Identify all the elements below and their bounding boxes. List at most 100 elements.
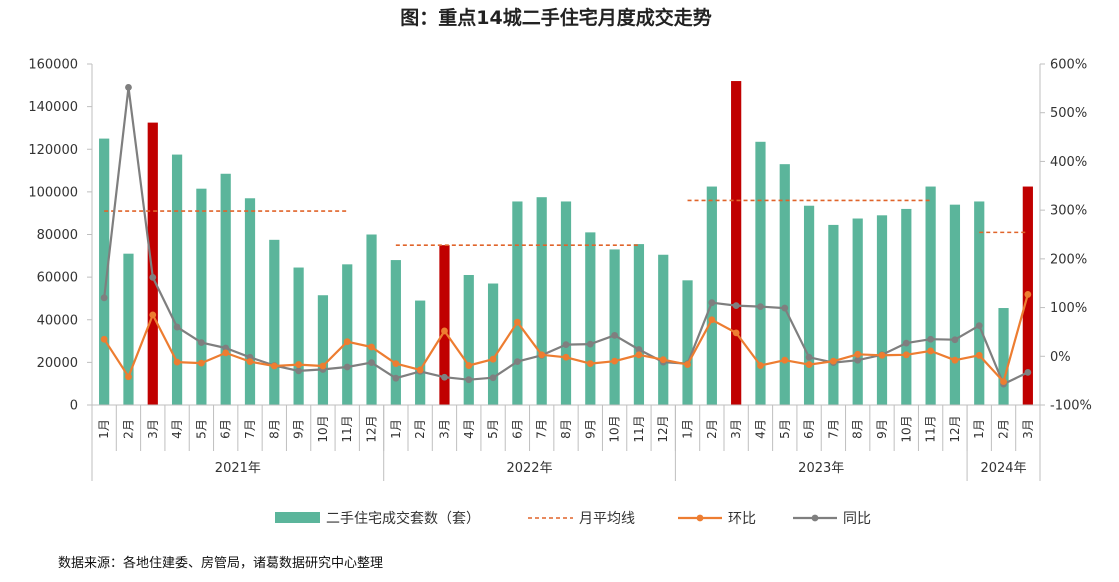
- x-tick-label-month: 2月: [413, 419, 427, 439]
- bar-18: [536, 197, 547, 405]
- mom-point-27: [757, 362, 764, 369]
- mom-point-19: [562, 353, 570, 361]
- yoy-point-15: [465, 376, 473, 384]
- x-tick-label-month: 5月: [486, 419, 500, 439]
- x-tick-label-month: 3月: [729, 419, 743, 439]
- legend-label-yoy: 同比: [843, 511, 871, 527]
- x-tick-label-month: 11月: [632, 415, 646, 442]
- bar-34: [925, 186, 936, 405]
- x-tick-label-year: 2024年: [980, 461, 1026, 476]
- bar-23: [658, 254, 669, 405]
- y-left-tick-label: 140000: [28, 100, 78, 115]
- x-tick-label-month: 10月: [316, 415, 330, 442]
- x-tick-label-month: 9月: [875, 419, 889, 439]
- bar-6: [244, 198, 256, 405]
- y-right-tick-label: 200%: [1050, 252, 1087, 267]
- x-tick-label-month: 2月: [122, 419, 136, 439]
- source-note: 数据来源：各地住建委、房管局，诸葛数据研究中心整理: [58, 555, 383, 571]
- legend-label-bar: 二手住宅成交套数（套）: [326, 510, 480, 527]
- bars-layer: [99, 81, 1033, 406]
- x-tick-label-month: 4月: [462, 419, 476, 439]
- mom-point-0: [100, 335, 108, 343]
- mom-point-36: [975, 351, 983, 359]
- bar-17: [512, 201, 523, 405]
- y-right-tick-label: 300%: [1050, 204, 1087, 219]
- mom-point-26: [732, 329, 740, 337]
- yoy-point-0: [100, 294, 108, 302]
- x-tick-label-month: 6月: [219, 419, 233, 439]
- bar-36: [974, 201, 985, 405]
- x-tick-label-month: 9月: [292, 419, 306, 439]
- mom-point-14: [441, 327, 448, 335]
- yoy-point-33: [902, 339, 910, 347]
- yoy-point-28: [781, 304, 789, 312]
- mom-point-20: [586, 360, 594, 367]
- x-tick-label-month: 5月: [194, 419, 208, 439]
- x-tick-label-year: 2023年: [798, 461, 844, 476]
- x-tick-label-month: 2月: [997, 419, 1011, 439]
- yoy-point-36: [975, 322, 983, 329]
- chart-title: 图：重点14城二手住宅月度成交走势: [400, 6, 711, 29]
- mom-point-35: [951, 356, 959, 364]
- y-left-tick-label: 120000: [28, 143, 78, 158]
- x-tick-label-month: 12月: [656, 415, 670, 442]
- mom-point-15: [465, 362, 473, 369]
- bar-37: [998, 308, 1009, 405]
- y-left-tick-label: 160000: [28, 58, 78, 73]
- bar-19: [560, 201, 572, 405]
- mom-point-6: [246, 358, 254, 366]
- mom-point-22: [635, 351, 643, 359]
- mom-point-11: [368, 343, 375, 351]
- bar-12: [390, 260, 401, 405]
- yoy-point-10: [343, 363, 351, 371]
- x-tick-label-month: 11月: [924, 415, 938, 442]
- x-tick-label-month: 6月: [510, 419, 524, 439]
- x-tick-label-month: 11月: [340, 415, 354, 442]
- x-tick-label-month: 8月: [851, 419, 865, 439]
- bar-0: [99, 138, 110, 405]
- bar-33: [901, 208, 912, 405]
- mom-point-9: [319, 362, 327, 370]
- yoy-point-38: [1024, 368, 1032, 376]
- bar-16: [487, 283, 499, 405]
- x-tick-label-month: 5月: [778, 419, 792, 439]
- bar-28: [779, 164, 790, 405]
- yoy-point-2: [149, 273, 157, 281]
- x-tick-label-month: 1月: [681, 419, 695, 439]
- y-right-tick-label: 100%: [1050, 301, 1087, 316]
- bar-26: [731, 81, 742, 406]
- x-tick-label-year: 2022年: [506, 461, 552, 476]
- y-left-tick-label: 0: [70, 399, 78, 414]
- mom-point-28: [781, 356, 789, 364]
- mom-point-12: [392, 360, 400, 367]
- y-right-tick-label: 0%: [1050, 350, 1071, 365]
- x-tick-label-month: 3月: [146, 419, 160, 439]
- bar-21: [609, 249, 620, 405]
- x-tick-label-month: 9月: [583, 419, 597, 439]
- y-right-tick-label: 400%: [1050, 155, 1087, 170]
- x-tick-label-month: 1月: [389, 419, 403, 439]
- bar-4: [196, 188, 207, 405]
- yoy-point-26: [732, 302, 740, 310]
- y-left-tick-label: 100000: [28, 185, 78, 200]
- bar-15: [463, 274, 474, 405]
- percent-lines-layer: [100, 83, 1032, 388]
- bar-1: [123, 253, 134, 405]
- yoy-point-4: [197, 339, 205, 347]
- mom-point-33: [902, 351, 910, 359]
- bar-24: [682, 280, 693, 405]
- yoy-point-20: [586, 340, 594, 348]
- yoy-point-31: [854, 356, 862, 364]
- bar-32: [876, 215, 888, 405]
- x-tick-label-month: 8月: [559, 419, 573, 439]
- mom-point-8: [295, 361, 303, 368]
- mom-point-24: [684, 361, 691, 368]
- yoy-point-21: [611, 331, 619, 339]
- mom-point-32: [878, 351, 886, 359]
- mom-point-1: [125, 373, 132, 381]
- x-tick-label-month: 12月: [365, 415, 379, 442]
- x-tick-label-month: 1月: [97, 419, 111, 439]
- yoy-point-22: [635, 346, 643, 353]
- yoy-point-35: [951, 336, 959, 344]
- mom-point-29: [805, 361, 813, 368]
